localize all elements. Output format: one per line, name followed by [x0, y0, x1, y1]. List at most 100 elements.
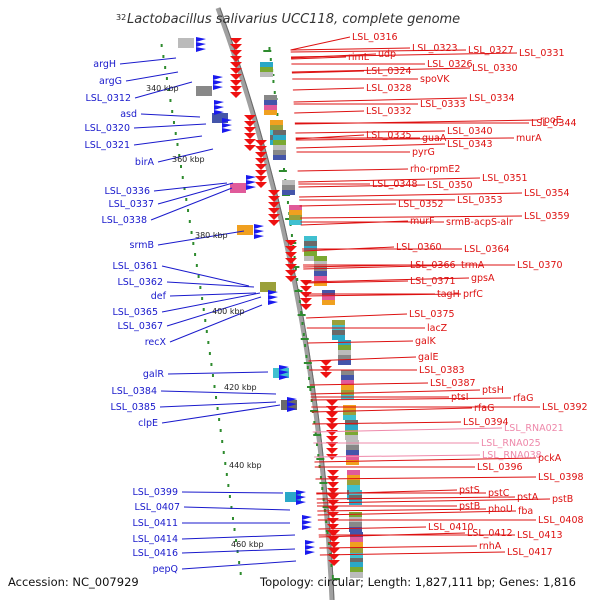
reverse-arrow [326, 424, 338, 430]
right-connector [314, 454, 481, 458]
feature-block [332, 320, 345, 325]
feature-block [338, 355, 351, 360]
dot-tick [272, 80, 275, 83]
reverse-arrow [285, 240, 297, 246]
right-gene-label: murF [410, 216, 435, 227]
dot-tick [169, 99, 172, 102]
feature-block [264, 110, 277, 115]
dot-tick [213, 385, 216, 388]
dash-tick [322, 506, 331, 508]
dot-tick [290, 234, 293, 237]
kbp-label: 440 kbp [229, 461, 262, 470]
dot-tick [187, 209, 190, 212]
right-gene-label: LSL_0323 [412, 43, 458, 54]
dot-tick [313, 421, 316, 424]
reverse-arrow [230, 92, 242, 98]
feature-block [270, 125, 283, 130]
right-connector [291, 70, 365, 74]
forward-arrow [246, 180, 256, 185]
feature-block [343, 415, 356, 420]
right-gene-label: LSL_0417 [507, 547, 553, 558]
reverse-arrow [255, 176, 267, 182]
feature-block [264, 95, 277, 100]
forward-arrow [302, 515, 312, 520]
feature-block [343, 410, 356, 415]
dot-tick [321, 487, 324, 490]
right-gene-label: LSL_0328 [366, 83, 412, 94]
forward-arrow [302, 520, 312, 525]
left-connector [150, 187, 233, 221]
forward-arrow [305, 540, 315, 545]
left-connector [133, 135, 203, 146]
dot-tick [194, 253, 197, 256]
left-connector [169, 292, 257, 297]
left-connector [166, 296, 262, 327]
feature-block [338, 350, 351, 355]
left-connector [160, 390, 277, 395]
right-gene-label: rfaG [513, 393, 533, 404]
dot-tick [293, 256, 296, 259]
feature-block [349, 527, 362, 532]
kbp-label: 380 kbp [195, 231, 228, 240]
dot-tick [211, 374, 214, 377]
dot-tick [298, 300, 301, 303]
right-connector [291, 56, 347, 60]
right-connector [298, 184, 426, 188]
dash-tick [306, 386, 315, 388]
right-gene-label: pstS [459, 485, 480, 496]
reverse-arrow [244, 127, 256, 133]
left-connector [119, 57, 177, 65]
reverse-arrow [327, 482, 339, 488]
feature-block [230, 183, 246, 193]
right-gene-label: murA [516, 133, 542, 144]
reverse-arrow [244, 145, 256, 151]
reverse-arrow [255, 170, 267, 176]
right-gene-label: LSL_0371 [410, 276, 456, 287]
left-gene-label: pepQ [153, 564, 178, 575]
feature-block [260, 67, 273, 72]
reverse-arrow [255, 182, 267, 188]
reverse-arrow [268, 214, 280, 220]
feature-block [264, 105, 277, 110]
feature-block [346, 460, 359, 465]
right-gene-label: LSL_0333 [420, 99, 466, 110]
dot-tick [331, 575, 334, 578]
dot-tick [283, 168, 285, 171]
right-gene-label: LSL_0394 [463, 417, 509, 428]
right-gene-label: LSL_0316 [352, 32, 398, 43]
dash-tick [278, 170, 287, 172]
feature-block [314, 256, 327, 261]
left-gene-label: asd [120, 109, 137, 120]
dot-tick [306, 366, 309, 369]
dot-tick [227, 484, 230, 487]
dot-tick [176, 143, 179, 146]
feature-block [270, 120, 283, 125]
left-connector [169, 304, 263, 343]
reverse-arrow [285, 270, 297, 276]
feature-block [282, 180, 295, 185]
dot-tick [192, 242, 195, 245]
dot-tick [205, 330, 208, 333]
reverse-arrow [285, 246, 297, 252]
forward-arrow [279, 375, 289, 380]
dot-tick [319, 476, 322, 479]
feature-block [237, 225, 253, 235]
dot-tick [172, 121, 175, 124]
feature-block [332, 335, 345, 340]
reverse-arrow [326, 400, 338, 406]
forward-arrow [296, 490, 306, 495]
right-gene-label: fba [518, 506, 533, 517]
feature-block [289, 210, 302, 215]
left-connector [181, 534, 296, 540]
dot-tick [183, 187, 186, 190]
label-connectors [119, 36, 551, 570]
forward-arrow [214, 110, 224, 115]
right-gene-label: LSL_0340 [447, 126, 493, 137]
right-connector [318, 526, 427, 530]
reverse-arrow [328, 536, 340, 542]
left-gene-label: LSL_0367 [117, 321, 163, 332]
reverse-arrow [320, 372, 332, 378]
reverse-arrow [320, 366, 332, 372]
right-connector [310, 382, 429, 386]
